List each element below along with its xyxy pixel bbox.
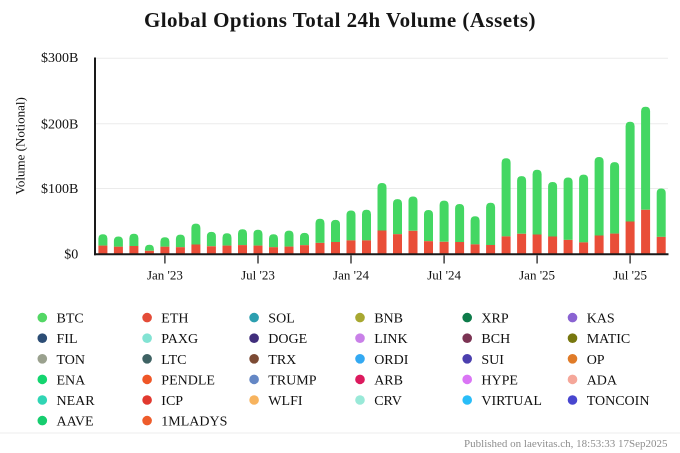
svg-text:XRP: XRP (481, 312, 508, 327)
svg-text:ICP: ICP (161, 394, 183, 409)
svg-text:TON: TON (57, 353, 86, 368)
svg-text:ARB: ARB (374, 373, 403, 388)
svg-text:WLFI: WLFI (268, 394, 303, 409)
svg-text:SUI: SUI (481, 353, 504, 368)
svg-text:SOL: SOL (268, 312, 294, 327)
svg-text:DOGE: DOGE (268, 332, 307, 347)
svg-text:TONCOIN: TONCOIN (587, 394, 650, 409)
svg-text:TRUMP: TRUMP (268, 373, 316, 388)
svg-text:Jul '25: Jul '25 (613, 268, 647, 283)
svg-text:ORDI: ORDI (374, 353, 409, 368)
svg-text:TRX: TRX (268, 353, 296, 368)
svg-text:ETH: ETH (161, 312, 188, 327)
svg-text:ENA: ENA (57, 373, 87, 388)
svg-text:$200B: $200B (41, 118, 78, 133)
svg-text:Jul '24: Jul '24 (427, 268, 461, 283)
svg-text:$100B: $100B (41, 182, 78, 197)
svg-text:VIRTUAL: VIRTUAL (481, 394, 542, 409)
svg-text:1MLADYS: 1MLADYS (161, 415, 227, 430)
svg-text:Published on laevitas.ch, 18:5: Published on laevitas.ch, 18:53:33 17Sep… (464, 438, 668, 450)
svg-text:$300B: $300B (41, 51, 78, 66)
svg-text:AAVE: AAVE (57, 415, 94, 430)
svg-text:BTC: BTC (57, 312, 84, 327)
svg-text:$0: $0 (64, 248, 78, 263)
svg-text:Jul '23: Jul '23 (241, 268, 275, 283)
svg-text:MATIC: MATIC (587, 332, 631, 347)
svg-text:BNB: BNB (374, 312, 403, 327)
svg-text:ADA: ADA (587, 373, 618, 388)
svg-text:Jan '25: Jan '25 (519, 268, 555, 283)
svg-text:Jan '24: Jan '24 (333, 268, 369, 283)
svg-text:OP: OP (587, 353, 605, 368)
svg-text:PENDLE: PENDLE (161, 373, 215, 388)
svg-text:FIL: FIL (57, 332, 78, 347)
svg-text:LINK: LINK (374, 332, 407, 347)
svg-text:BCH: BCH (481, 332, 510, 347)
svg-text:Volume (Notional): Volume (Notional) (13, 97, 28, 195)
svg-text:KAS: KAS (587, 312, 615, 327)
svg-text:LTC: LTC (161, 353, 186, 368)
svg-text:CRV: CRV (374, 394, 402, 409)
svg-text:Global Options Total 24h Volum: Global Options Total 24h Volume (Assets) (144, 8, 536, 32)
svg-text:HYPE: HYPE (481, 373, 518, 388)
svg-text:PAXG: PAXG (161, 332, 198, 347)
svg-text:Jan '23: Jan '23 (147, 268, 183, 283)
svg-text:NEAR: NEAR (57, 394, 96, 409)
